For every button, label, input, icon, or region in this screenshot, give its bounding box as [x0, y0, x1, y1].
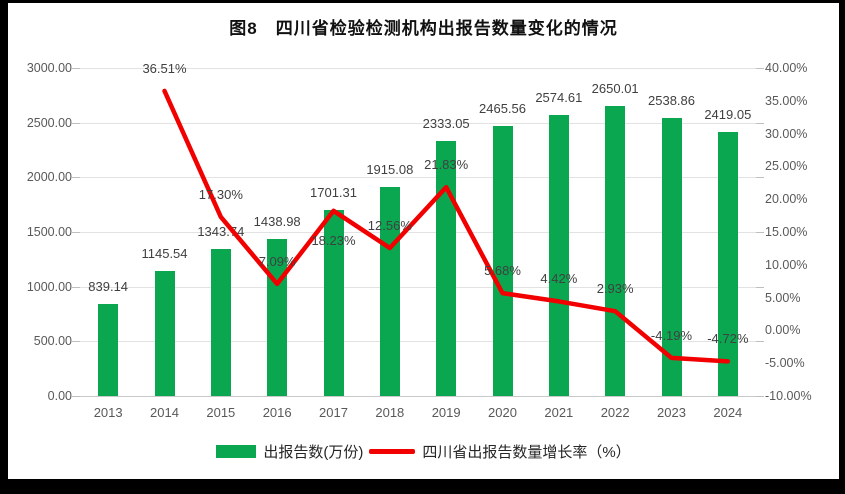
x-axis-label: 2024: [713, 405, 743, 420]
right-tick-mark: [756, 177, 764, 179]
right-axis-tick-label: 40.00%: [765, 61, 808, 75]
line-value-label: 17.30%: [198, 186, 243, 202]
chart-canvas: 图8 四川省检验检测机构出报告数量变化的情况 3000.00 2500.00 200…: [8, 3, 839, 479]
left-axis-tick-label: 2500.00: [26, 115, 72, 130]
left-axis-tick-label: 1000.00: [26, 279, 72, 294]
line-value-label: 18.23%: [311, 232, 356, 248]
x-axis-label: 2017: [319, 405, 348, 420]
bar-value-label: 1438.98: [253, 213, 301, 229]
bar-value-label: 1145.54: [141, 245, 188, 261]
x-axis-label: 2014: [150, 405, 179, 420]
left-tick-mark: [72, 341, 80, 343]
x-axis-label: 2022: [600, 405, 630, 420]
line-value-label: 4.42%: [540, 271, 578, 287]
bar: [661, 118, 682, 396]
left-tick-mark: [72, 122, 80, 124]
x-axis-label: 2016: [262, 405, 292, 420]
left-tick-mark: [72, 232, 80, 233]
line-value-label: 21.83%: [424, 157, 469, 173]
bar: [605, 106, 626, 396]
bar: [548, 114, 569, 396]
gridline: [80, 286, 756, 288]
legend-item-bars: 出报告数(万份): [216, 441, 363, 462]
bar-value-label: 2419.05: [704, 106, 752, 122]
legend-label-bars: 出报告数(万份): [263, 444, 364, 461]
right-tick-mark: [756, 286, 764, 288]
line-value-label: 36.51%: [142, 60, 187, 76]
bar-value-label: 2333.05: [422, 115, 470, 131]
bar: [210, 249, 231, 396]
right-axis-tick-label: 5.00%: [765, 290, 801, 305]
line-value-label: 2.93%: [596, 281, 634, 297]
line-value-label: -4.19%: [650, 327, 693, 343]
right-tick-mark: [756, 396, 764, 397]
bar-value-label: 839.14: [88, 279, 129, 295]
bar: [154, 270, 175, 396]
bar: [492, 126, 513, 396]
chart-title: 图8 四川省检验检测机构出报告数量变化的情况: [229, 19, 618, 38]
x-axis-label: 2023: [657, 405, 686, 420]
gridline: [80, 68, 756, 69]
left-axis-tick-label: 1500.00: [26, 225, 72, 239]
right-axis-tick-label: -10.00%: [765, 389, 812, 403]
left-axis-tick-label: 0.00: [47, 389, 72, 403]
x-axis-label: 2015: [206, 405, 236, 420]
right-axis-tick-label: 10.00%: [765, 257, 808, 272]
x-axis-label: 2013: [93, 405, 123, 420]
right-axis-tick-label: 35.00%: [765, 93, 808, 108]
legend: 出报告数(万份) 四川省出报告数量增长率（%）: [8, 441, 839, 462]
left-axis-tick-label: 500.00: [33, 334, 72, 349]
left-tick-mark: [72, 286, 80, 288]
legend-label-line: 四川省出报告数量增长率（%）: [422, 444, 631, 461]
right-tick-mark: [756, 232, 764, 233]
right-tick-mark: [756, 68, 764, 69]
x-axis-line: [80, 396, 756, 397]
bar-value-label: 1701.31: [310, 184, 357, 200]
line-value-label: 5.68%: [484, 263, 521, 279]
x-axis-label: 2019: [431, 405, 461, 420]
right-axis-tick-label: 15.00%: [765, 225, 808, 239]
line-value-label: -4.72%: [707, 331, 749, 347]
right-axis-tick-label: 30.00%: [765, 126, 808, 141]
left-tick-mark: [72, 177, 80, 179]
right-axis-tick-label: 0.00%: [765, 323, 801, 338]
right-axis-tick-label: 20.00%: [765, 192, 808, 207]
right-tick-mark: [756, 341, 764, 343]
right-tick-mark: [756, 122, 764, 124]
left-tick-mark: [72, 68, 80, 69]
x-axis-label: 2018: [375, 405, 405, 420]
left-tick-mark: [72, 396, 80, 397]
bar-series-swatch-icon: [216, 445, 257, 458]
right-axis-tick-label: 25.00%: [765, 159, 808, 174]
line-value-label: 7.09%: [258, 253, 296, 269]
line-series-swatch-icon: [369, 449, 416, 454]
left-axis-tick-label: 2000.00: [26, 170, 72, 185]
line-value-label: 12.56%: [367, 218, 412, 233]
bar: [98, 304, 119, 396]
legend-item-line: 四川省出报告数量增长率（%）: [369, 441, 631, 462]
bar: [436, 140, 457, 396]
left-axis-tick-label: 3000.00: [26, 61, 72, 75]
right-axis-tick-label: -5.00%: [765, 356, 805, 371]
bar: [717, 131, 738, 396]
x-axis-label: 2020: [488, 405, 517, 420]
x-axis-label: 2021: [544, 405, 574, 420]
